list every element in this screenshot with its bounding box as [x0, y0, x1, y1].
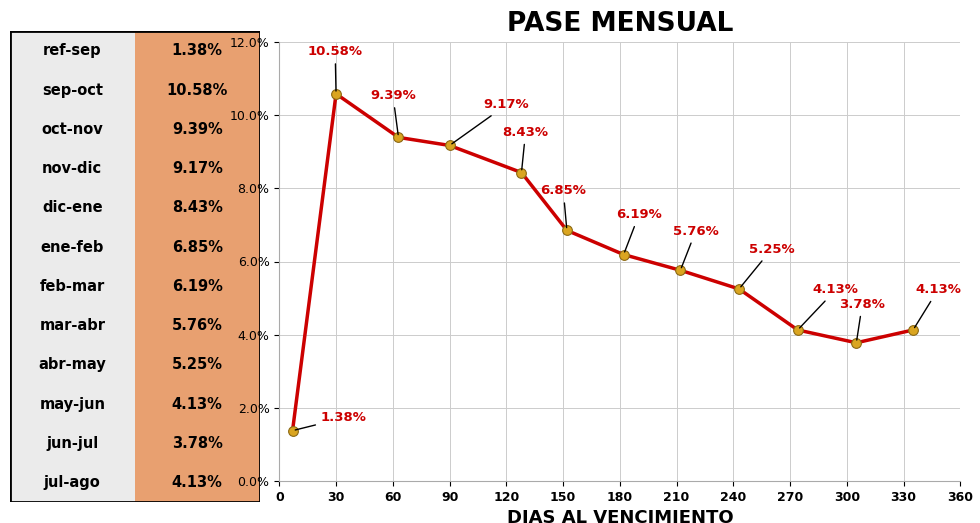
Bar — [10, 267, 135, 306]
Text: 9.39%: 9.39% — [370, 89, 416, 134]
Text: abr-may: abr-may — [38, 357, 106, 372]
Text: 9.17%: 9.17% — [452, 98, 529, 144]
Text: 4.13%: 4.13% — [172, 475, 222, 490]
Text: 4.13%: 4.13% — [172, 396, 222, 412]
Text: 3.78%: 3.78% — [172, 436, 222, 451]
Bar — [135, 267, 260, 306]
Bar — [10, 228, 135, 267]
Bar — [10, 110, 135, 149]
Bar — [135, 345, 260, 384]
Text: 5.25%: 5.25% — [172, 357, 222, 372]
Text: mar-abr: mar-abr — [39, 318, 105, 333]
Text: 6.85%: 6.85% — [540, 185, 586, 228]
X-axis label: DIAS AL VENCIMIENTO: DIAS AL VENCIMIENTO — [507, 509, 733, 523]
Text: 10.58%: 10.58% — [308, 46, 363, 91]
Text: 9.17%: 9.17% — [172, 161, 222, 176]
Text: may-jun: may-jun — [39, 396, 105, 412]
Text: 1.38%: 1.38% — [295, 412, 367, 430]
Bar — [135, 71, 260, 110]
Text: oct-nov: oct-nov — [41, 122, 103, 137]
Text: 5.25%: 5.25% — [741, 243, 794, 287]
Text: feb-mar: feb-mar — [39, 279, 105, 294]
Text: 6.19%: 6.19% — [172, 279, 222, 294]
Text: sep-oct: sep-oct — [42, 83, 103, 98]
Bar — [10, 188, 135, 228]
Bar — [135, 188, 260, 228]
Text: 1.38%: 1.38% — [172, 43, 222, 59]
Bar — [135, 463, 260, 502]
Text: nov-dic: nov-dic — [42, 161, 102, 176]
Bar — [10, 71, 135, 110]
Text: 4.13%: 4.13% — [800, 283, 858, 328]
Text: dic-ene: dic-ene — [42, 200, 103, 215]
Text: 8.43%: 8.43% — [503, 126, 549, 170]
Text: ene-feb: ene-feb — [40, 240, 104, 255]
Text: 9.39%: 9.39% — [172, 122, 222, 137]
Bar — [135, 424, 260, 463]
Text: 6.19%: 6.19% — [616, 208, 662, 252]
Bar — [135, 306, 260, 345]
Bar — [10, 424, 135, 463]
Bar — [10, 306, 135, 345]
Text: 6.85%: 6.85% — [172, 240, 222, 255]
Text: 8.43%: 8.43% — [172, 200, 222, 215]
Bar — [135, 110, 260, 149]
Text: ref-sep: ref-sep — [43, 43, 102, 59]
Bar — [135, 31, 260, 71]
Bar — [10, 31, 135, 71]
Text: 5.76%: 5.76% — [172, 318, 222, 333]
Text: jun-jul: jun-jul — [46, 436, 98, 451]
Bar — [10, 149, 135, 188]
Bar — [135, 149, 260, 188]
Text: 5.76%: 5.76% — [673, 225, 718, 268]
Title: PASE MENSUAL: PASE MENSUAL — [507, 11, 733, 37]
Bar — [135, 384, 260, 424]
Text: 3.78%: 3.78% — [839, 298, 885, 340]
Text: jul-ago: jul-ago — [44, 475, 101, 490]
Text: 10.58%: 10.58% — [167, 83, 228, 98]
Bar — [10, 384, 135, 424]
Bar — [135, 228, 260, 267]
Text: 4.13%: 4.13% — [914, 283, 960, 327]
Bar — [10, 345, 135, 384]
Bar — [10, 463, 135, 502]
